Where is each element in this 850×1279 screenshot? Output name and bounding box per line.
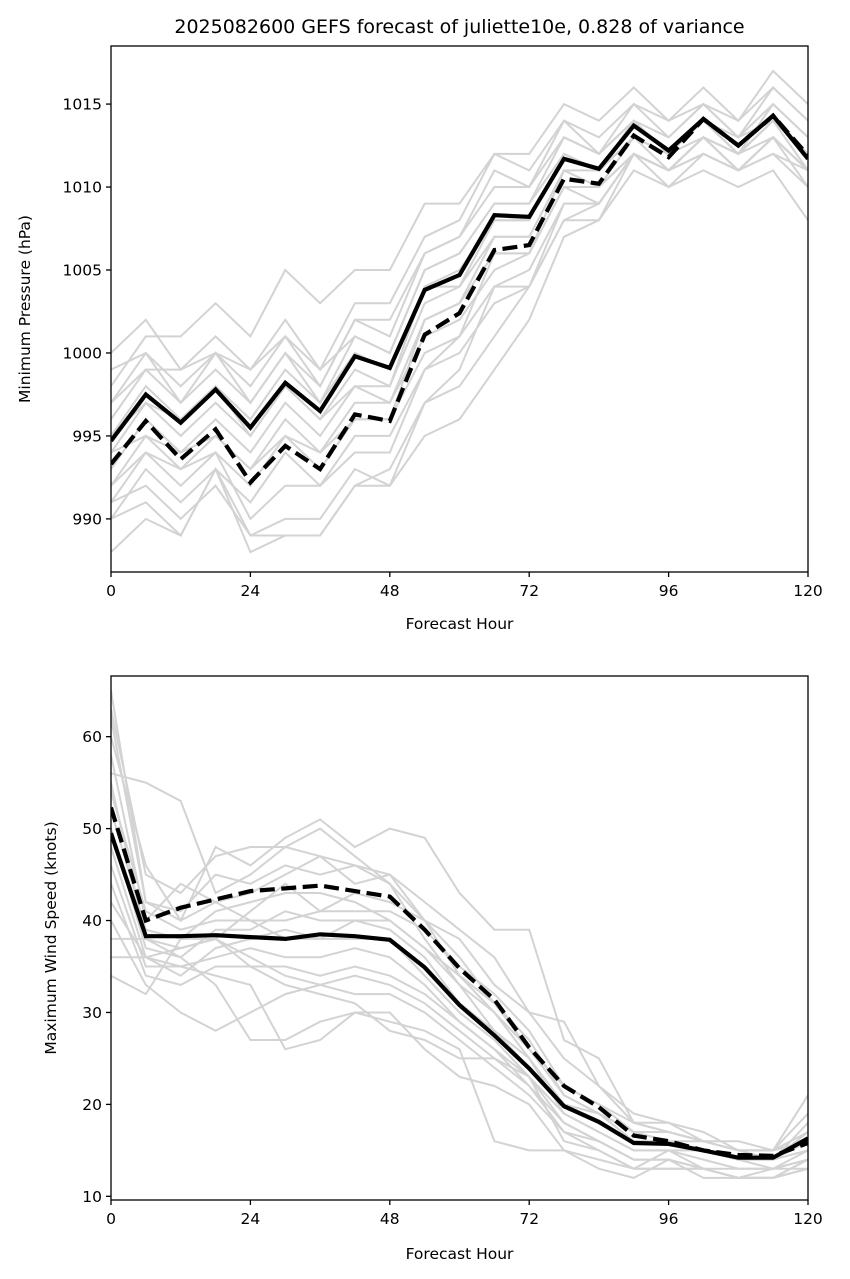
y-tick-label: 1000 — [63, 344, 102, 362]
pressure-ticks: 0 24 48 72 96 120 990 995 1000 1005 1010 1015 — [63, 96, 823, 600]
pressure-axes-frame — [110, 45, 809, 573]
x-tick-label: 72 — [519, 1210, 539, 1228]
y-tick-label: 10 — [82, 1188, 102, 1206]
x-tick-label: 24 — [241, 582, 261, 600]
y-tick-label: 40 — [82, 912, 102, 930]
ensemble-member-line — [111, 690, 808, 1161]
ensemble-member-line — [111, 937, 808, 1179]
y-tick-label: 30 — [82, 1004, 102, 1022]
x-axis-label: Forecast Hour — [406, 615, 514, 633]
y-tick-label: 990 — [72, 510, 102, 528]
ensemble-member-line — [111, 85, 808, 405]
x-tick-label: 0 — [106, 1210, 116, 1228]
y-tick-label: 20 — [82, 1096, 102, 1114]
y-tick-label: 1010 — [63, 179, 102, 197]
y-tick-label: 995 — [72, 427, 102, 445]
pressure-chart: 2025082600 GEFS forecast of juliette10e,… — [16, 16, 823, 633]
x-tick-label: 120 — [793, 582, 823, 600]
x-tick-label: 48 — [380, 582, 400, 600]
ensemble-member-line — [111, 828, 808, 1170]
ensemble-member-line — [111, 937, 808, 1179]
ensemble-member-line — [111, 69, 808, 372]
ensemble-member-line — [111, 718, 808, 1152]
x-tick-label: 0 — [106, 582, 116, 600]
ensemble-member-line — [111, 169, 808, 520]
ensemble-member-line — [111, 152, 808, 503]
ensemble-mean-line — [111, 112, 808, 443]
ensemble-member-line — [111, 135, 808, 553]
ensemble-member-line — [111, 956, 808, 1179]
reconstruction-dashed-line — [111, 806, 808, 1159]
x-tick-label: 120 — [793, 1210, 823, 1228]
ensemble-member-line — [111, 754, 808, 1152]
ensemble-member-line — [111, 102, 808, 404]
ensemble-mean-line — [111, 832, 808, 1160]
pressure-series — [111, 69, 808, 554]
x-tick-label: 24 — [241, 1210, 261, 1228]
x-tick-label: 96 — [659, 1210, 679, 1228]
y-tick-label: 60 — [82, 728, 102, 746]
y-axis-label: Minimum Pressure (hPa) — [16, 215, 34, 403]
ensemble-member-line — [111, 135, 808, 521]
y-tick-label: 50 — [82, 820, 102, 838]
ensemble-member-line — [111, 86, 808, 387]
wind-ticks: 0 24 48 72 96 120 10 20 30 40 50 60 — [82, 728, 823, 1228]
ensemble-member-line — [111, 809, 808, 1152]
y-tick-label: 1005 — [63, 262, 102, 280]
x-tick-label: 48 — [380, 1210, 400, 1228]
y-tick-label: 1015 — [63, 96, 102, 114]
y-axis-label: Maximum Wind Speed (knots) — [42, 821, 60, 1054]
wind-series — [111, 690, 808, 1179]
ensemble-member-line — [111, 119, 808, 471]
chart-title: 2025082600 GEFS forecast of juliette10e,… — [174, 16, 744, 38]
ensemble-member-line — [111, 901, 808, 1179]
ensemble-member-line — [111, 136, 808, 554]
wind-axes-frame — [110, 675, 809, 1201]
wind-chart: 0 24 48 72 96 120 10 20 30 40 50 60 Forecast Hour M… — [42, 675, 823, 1263]
x-axis-label: Forecast Hour — [406, 1245, 514, 1263]
x-tick-label: 96 — [659, 582, 679, 600]
x-tick-label: 72 — [519, 582, 539, 600]
ensemble-member-line — [111, 736, 808, 1152]
reconstruction-dashed-line — [111, 112, 808, 486]
